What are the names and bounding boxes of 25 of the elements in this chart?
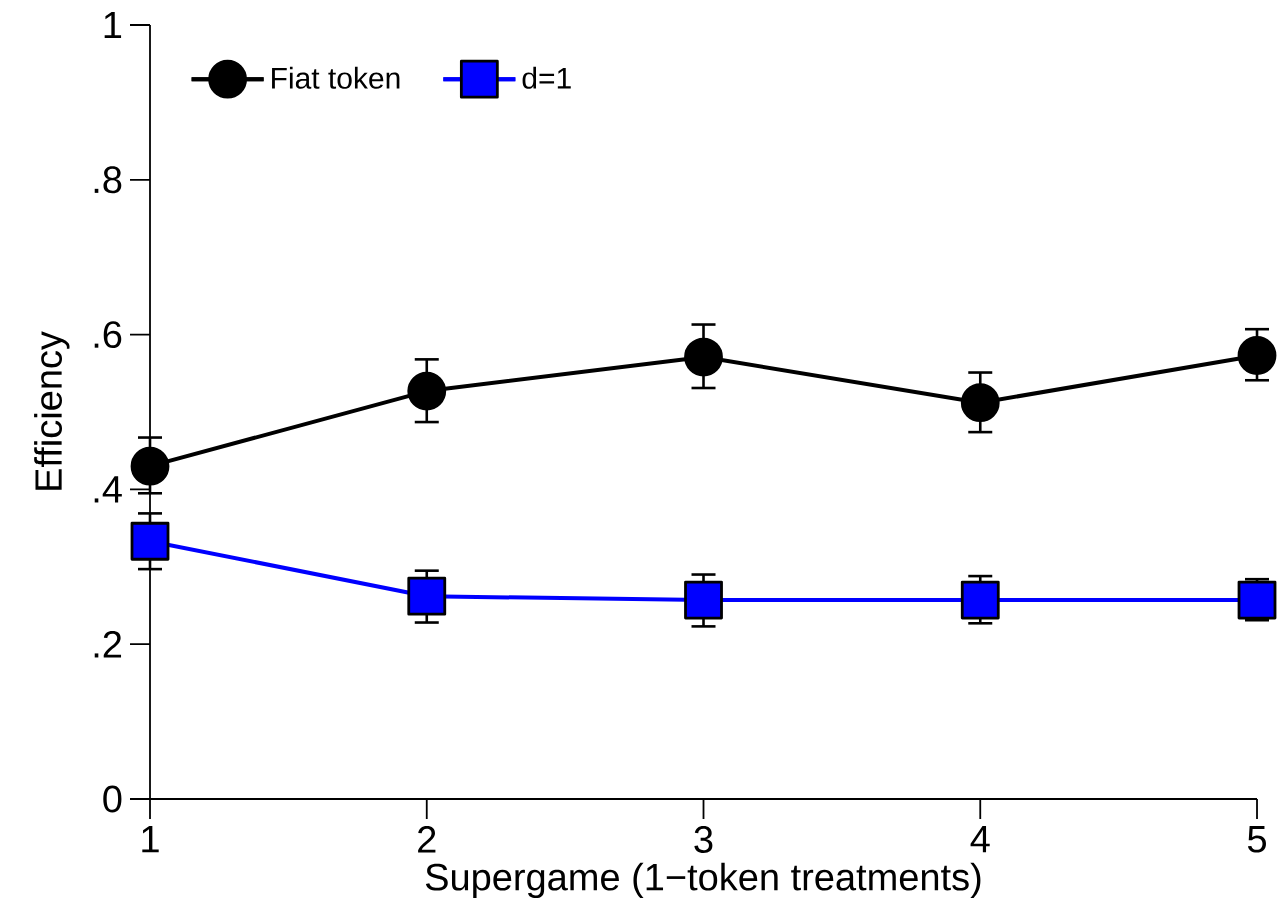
y-tick-label: .2 (94, 630, 122, 658)
point (684, 580, 723, 620)
point (684, 337, 723, 377)
legend-label: Fiat token (272, 66, 400, 89)
y-tick-label: 0 (103, 785, 122, 813)
point (407, 576, 447, 616)
point (130, 446, 170, 486)
y-tick-label: .4 (94, 476, 122, 503)
y-axis-title: Efficiency (34, 331, 70, 490)
point (960, 580, 1000, 620)
x-tick-label: 2 (418, 826, 436, 853)
point (1237, 580, 1277, 620)
point (1237, 336, 1277, 375)
point (407, 371, 447, 411)
y-tick-label: .8 (94, 166, 122, 194)
point (130, 521, 170, 561)
x-tick-label: 4 (970, 826, 990, 853)
x-tick-label: 3 (694, 826, 713, 853)
point (960, 383, 1000, 423)
legend-label: d=1 (522, 66, 571, 89)
x-axis-title: Supergame (1−token treatments) (425, 862, 981, 899)
y-tick-label: 1 (104, 11, 122, 39)
x-tick-label: 1 (142, 826, 159, 853)
y-tick-label: .6 (94, 321, 122, 349)
x-tick-label: 5 (1247, 826, 1266, 853)
